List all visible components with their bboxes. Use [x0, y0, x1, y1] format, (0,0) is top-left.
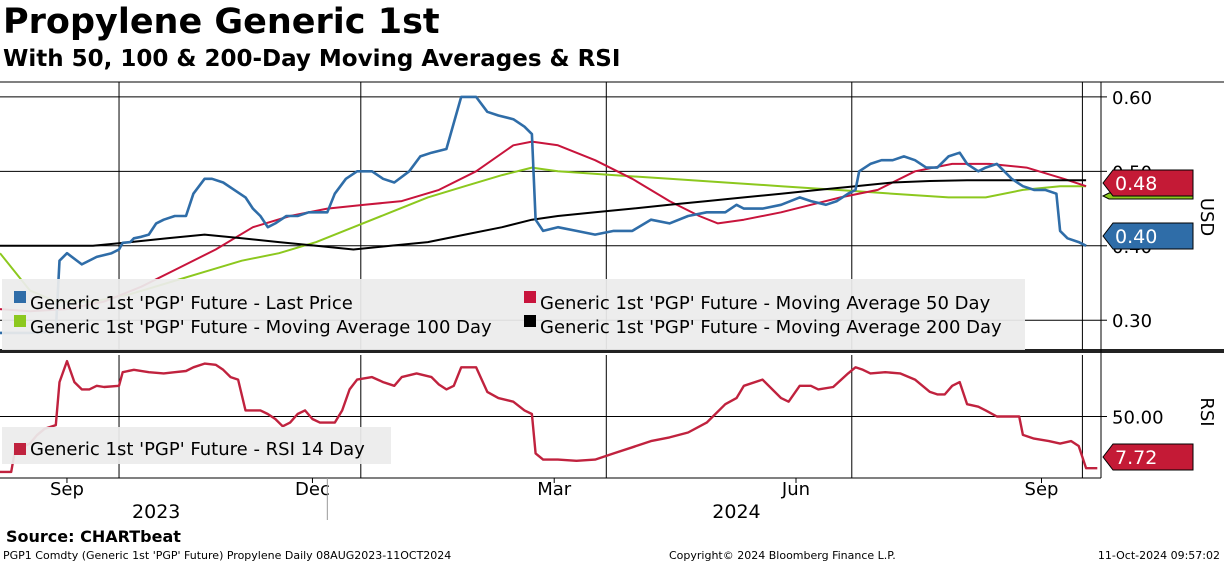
legend-swatch-ma50: [524, 291, 536, 303]
price-ytick-label: 0.60: [1112, 88, 1152, 109]
x-tick-label: Dec: [295, 479, 330, 500]
price-axis-title: USD: [1196, 198, 1217, 236]
series-line-rsi: [0, 359, 1098, 474]
series-line-ma50: [0, 140, 1087, 313]
price-tag-shape: [1102, 222, 1194, 250]
chart-subtitle: With 50, 100 & 200-Day Moving Averages &…: [3, 46, 621, 72]
legend-swatch-ma100: [14, 315, 26, 327]
rsi-axis-title: RSI: [1196, 397, 1217, 426]
x-tick-label: Mar: [537, 479, 572, 500]
series-line-price: [0, 95, 1087, 335]
tag-layer: 0.48 0.40 7.72: [1101, 169, 1194, 471]
year-label: 2024: [712, 501, 760, 520]
rsi-ytick-label: 50.00: [1112, 408, 1164, 429]
legend-swatch-rsi: [14, 443, 26, 455]
price-ytick-label: 0.30: [1112, 311, 1152, 332]
legend-label-rsi: Generic 1st 'PGP' Future - RSI 14 Day: [30, 439, 365, 460]
rsi-tag-shape: [1102, 443, 1194, 471]
x-tick-label: Sep: [1025, 479, 1059, 500]
chart-area: Generic 1st 'PGP' Future - Last Price Gen…: [0, 81, 1224, 520]
chart-title: Propylene Generic 1st: [3, 2, 440, 42]
ma50-tag-shape: [1102, 169, 1194, 197]
ma50-tag-label: 0.48: [1115, 173, 1157, 195]
source-note: Source: CHARTbeat: [6, 527, 181, 546]
price-tag-label: 0.40: [1115, 226, 1157, 248]
legend-layer: Generic 1st 'PGP' Future - Last Price Gen…: [2, 279, 1025, 464]
timestamp: 11-Oct-2024 09:57:02: [1097, 549, 1220, 562]
year-label: 2023: [132, 501, 180, 520]
rsi-legend-box: [2, 427, 391, 464]
x-tick-label: Jun: [781, 479, 810, 500]
series-line-ma200: [0, 179, 1087, 251]
x-tick-label: Sep: [50, 479, 84, 500]
copyright: Copyright© 2024 Bloomberg Finance L.P.: [669, 549, 896, 562]
price-legend-box: [2, 279, 1025, 350]
legend-swatch-price: [14, 291, 26, 303]
legend-label-ma50: Generic 1st 'PGP' Future - Moving Averag…: [540, 293, 991, 314]
rsi-tag-label: 7.72: [1115, 447, 1157, 469]
ticker-info: PGP1 Comdty (Generic 1st 'PGP' Future) P…: [3, 549, 452, 562]
line-layer: [0, 95, 1098, 474]
legend-label-ma100: Generic 1st 'PGP' Future - Moving Averag…: [30, 317, 492, 338]
legend-label-price: Generic 1st 'PGP' Future - Last Price: [30, 293, 353, 314]
legend-swatch-ma200: [524, 315, 536, 327]
legend-label-ma200: Generic 1st 'PGP' Future - Moving Averag…: [540, 317, 1002, 338]
